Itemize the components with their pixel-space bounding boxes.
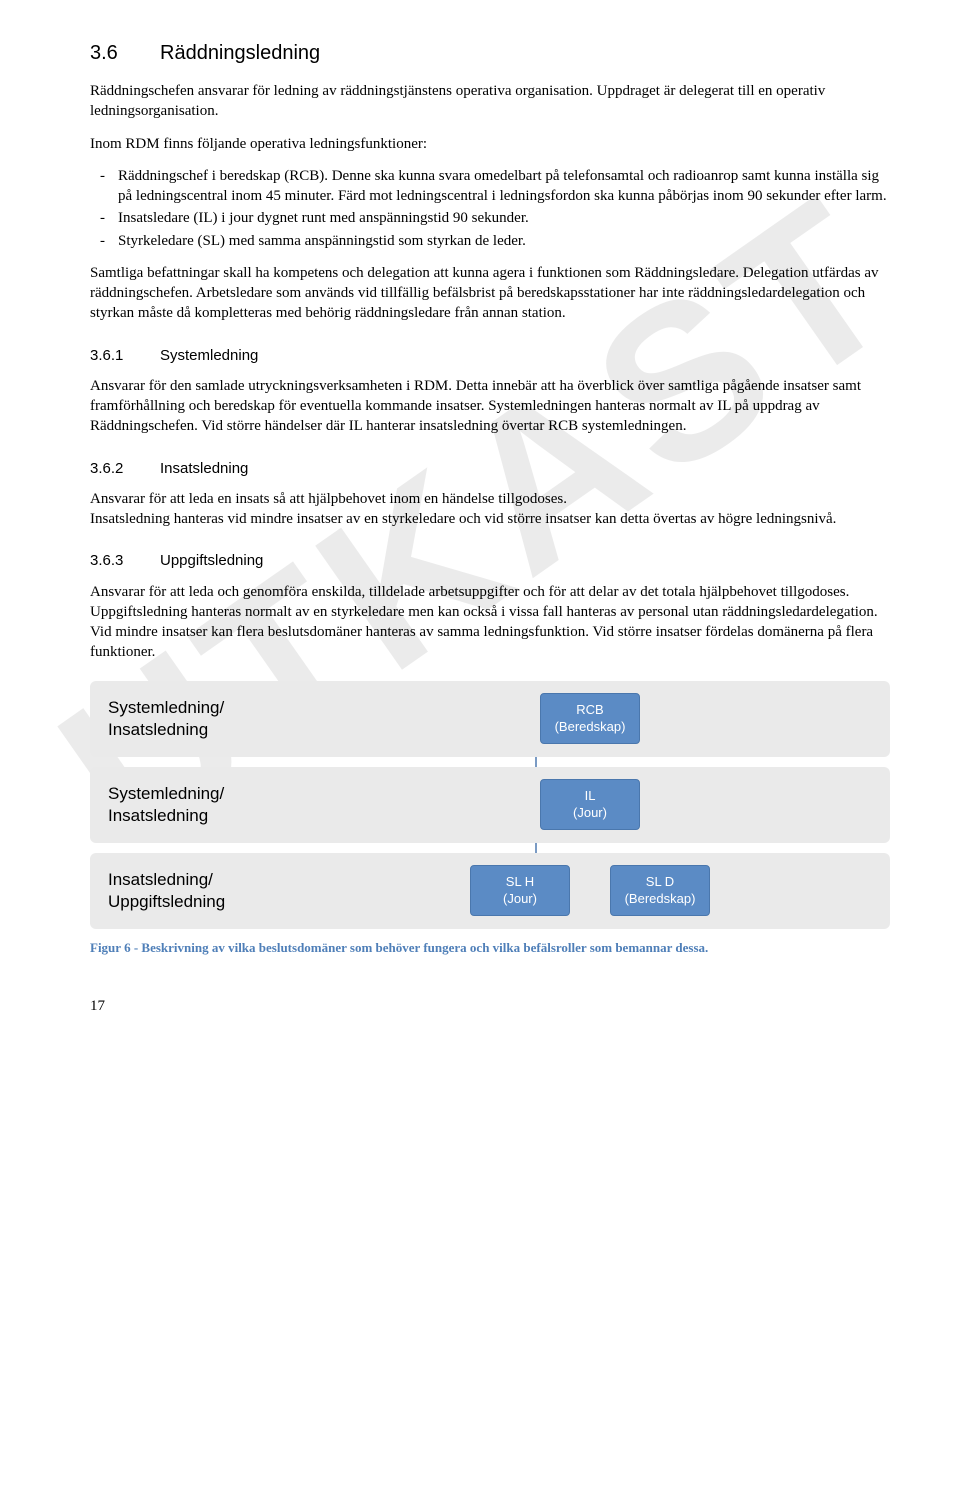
subsection-heading: 3.6.1Systemledning <box>90 346 890 366</box>
node-line1: RCB <box>551 702 629 719</box>
node-il: IL (Jour) <box>540 779 640 831</box>
list-item: Räddningschef i beredskap (RCB). Denne s… <box>118 166 890 207</box>
node-sld: SL D (Beredskap) <box>610 865 710 917</box>
subsection-body: Ansvarar för den samlade utryckningsverk… <box>90 376 890 437</box>
node-line1: SL H <box>481 874 559 891</box>
band-label: Systemledning/ Insatsledning <box>108 697 308 740</box>
list-item: Styrkeledare (SL) med samma anspänningst… <box>118 231 890 251</box>
node-line2: (Beredskap) <box>621 891 699 908</box>
body-paragraph: Samtliga befattningar skall ha kompetens… <box>90 263 890 324</box>
diagram-band: Systemledning/ Insatsledning RCB (Bereds… <box>90 681 890 757</box>
subsection-body: Ansvarar för att leda och genomföra ensk… <box>90 582 890 663</box>
subsection-title: Insatsledning <box>160 460 248 477</box>
node-line1: IL <box>551 788 629 805</box>
figure-caption: Figur 6 - Beskrivning av vilka beslutsdo… <box>90 939 890 957</box>
subsection-number: 3.6.3 <box>90 551 160 571</box>
node-line2: (Beredskap) <box>551 719 629 736</box>
subsection-heading: 3.6.2Insatsledning <box>90 459 890 479</box>
node-line2: (Jour) <box>551 805 629 822</box>
function-list: Räddningschef i beredskap (RCB). Denne s… <box>90 166 890 251</box>
node-line1: SL D <box>621 874 699 891</box>
node-rcb: RCB (Beredskap) <box>540 693 640 745</box>
list-item: Insatsledare (IL) i jour dygnet runt med… <box>118 208 890 228</box>
intro-paragraph: Räddningschefen ansvarar för ledning av … <box>90 81 890 122</box>
subsection-number: 3.6.2 <box>90 459 160 479</box>
band-label: Insatsledning/ Uppgiftsledning <box>108 869 308 912</box>
page-content: 3.6Räddningsledning Räddningschefen ansv… <box>90 40 890 956</box>
subsection-title: Uppgiftsledning <box>160 552 263 569</box>
subsection-body: Ansvarar för att leda en insats så att h… <box>90 489 890 530</box>
section-heading: 3.6Räddningsledning <box>90 40 890 67</box>
node-line2: (Jour) <box>481 891 559 908</box>
section-number: 3.6 <box>90 40 160 67</box>
diagram-band: Insatsledning/ Uppgiftsledning SL H (Jou… <box>90 853 890 929</box>
subsection-heading: 3.6.3Uppgiftsledning <box>90 551 890 571</box>
diagram-band: Systemledning/ Insatsledning IL (Jour) <box>90 767 890 843</box>
band-label: Systemledning/ Insatsledning <box>108 783 308 826</box>
lead-paragraph: Inom RDM finns följande operativa lednin… <box>90 134 890 154</box>
org-diagram: Systemledning/ Insatsledning RCB (Bereds… <box>90 681 890 929</box>
subsection-title: Systemledning <box>160 347 258 364</box>
section-title: Räddningsledning <box>160 42 320 64</box>
node-slh: SL H (Jour) <box>470 865 570 917</box>
page-number: 17 <box>90 996 890 1016</box>
subsection-number: 3.6.1 <box>90 346 160 366</box>
